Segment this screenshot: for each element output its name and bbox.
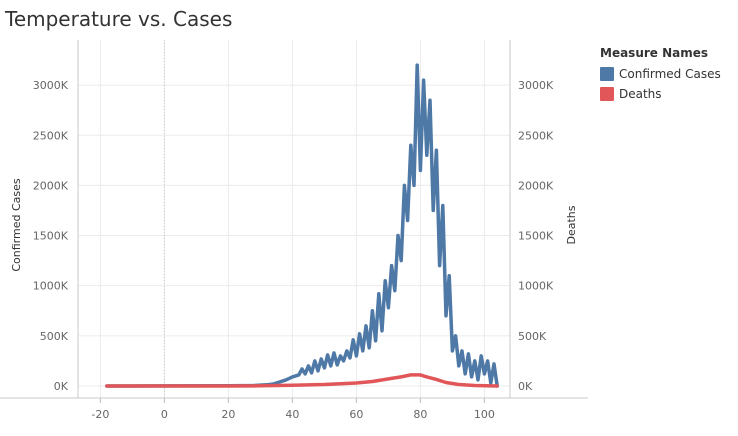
legend: Measure Names Confirmed Cases Deaths — [600, 46, 721, 104]
y2-tick-label: 1500K — [518, 230, 554, 243]
y-tick-label: 3000K — [33, 79, 69, 92]
y2-tick-label: 2000K — [518, 179, 554, 192]
legend-title: Measure Names — [600, 46, 709, 60]
y-tick-label: 0K — [54, 380, 69, 393]
x-tick-label: 60 — [349, 408, 363, 421]
legend-item-confirmed[interactable]: Confirmed Cases — [600, 64, 721, 84]
series-lines — [105, 63, 499, 388]
y-tick-label: 2000K — [33, 179, 69, 192]
x-tick-label: 0 — [161, 408, 168, 421]
legend-label-confirmed: Confirmed Cases — [619, 67, 721, 81]
y-tick-label: 1500K — [33, 230, 69, 243]
x-tick-label: 40 — [285, 408, 299, 421]
y-tick-label: 1000K — [33, 280, 69, 293]
y2-tick-label: 3000K — [518, 79, 554, 92]
y-tick-label: 500K — [40, 330, 69, 343]
axes — [0, 40, 588, 403]
y2-tick-label: 1000K — [518, 280, 554, 293]
series-line-deaths[interactable] — [105, 373, 499, 388]
y2-axis-label: Deaths — [565, 205, 578, 244]
y-axis-label: Confirmed Cases — [10, 178, 23, 272]
y2-tick-label: 500K — [518, 330, 547, 343]
legend-item-deaths[interactable]: Deaths — [600, 84, 721, 104]
legend-swatch-deaths — [600, 87, 614, 101]
x-tick-label: 100 — [474, 408, 495, 421]
y2-tick-label: 0K — [518, 380, 533, 393]
grid-lines — [78, 40, 510, 398]
series-line-confirmed-cases[interactable] — [105, 63, 499, 388]
legend-swatch-confirmed — [600, 67, 614, 81]
y2-tick-label: 2500K — [518, 129, 554, 142]
x-tick-label: 20 — [221, 408, 235, 421]
legend-label-deaths: Deaths — [619, 87, 662, 101]
x-tick-label: 80 — [413, 408, 427, 421]
x-tick-label: -20 — [91, 408, 109, 421]
chart-title: Temperature vs. Cases — [5, 7, 233, 31]
y-tick-label: 2500K — [33, 129, 69, 142]
